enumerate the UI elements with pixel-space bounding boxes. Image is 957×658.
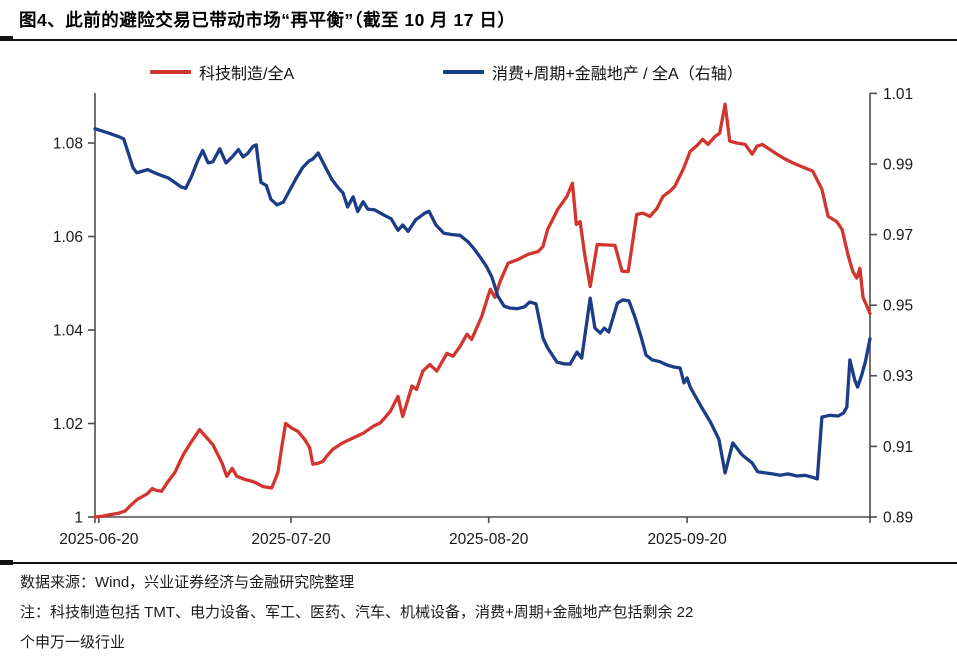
svg-text:2025-06-20: 2025-06-20	[59, 531, 139, 548]
svg-text:1.06: 1.06	[53, 229, 83, 246]
footer: 数据来源：Wind，兴业证券经济与金融研究院整理 注：科技制造包括 TMT、电力…	[20, 568, 693, 658]
dual-axis-line-chart: 1 1.02 1.04 1.06 1.08 0.89 0.91 0.93 0.95 0.97 0.9…	[53, 86, 913, 548]
svg-text:1.02: 1.02	[53, 416, 83, 433]
title-rule	[0, 39, 957, 41]
legend-label-tech: 科技制造/全A	[199, 66, 295, 83]
svg-text:2025-08-20: 2025-08-20	[449, 531, 529, 548]
svg-text:1.01: 1.01	[883, 86, 913, 103]
svg-text:0.99: 0.99	[883, 156, 913, 173]
note-text-line2: 个申万一级行业	[20, 634, 126, 651]
svg-text:0.97: 0.97	[883, 227, 913, 244]
svg-text:1: 1	[74, 509, 83, 526]
svg-text:0.95: 0.95	[883, 298, 913, 315]
svg-text:2025-07-20: 2025-07-20	[251, 531, 331, 548]
title-rule-accent	[0, 36, 13, 41]
data-source-text: 数据来源：Wind，兴业证券经济与金融研究院整理	[20, 574, 355, 591]
svg-text:0.89: 0.89	[883, 509, 913, 526]
blue-line-swatch-icon	[443, 70, 484, 74]
legend-item-consumer: 消费+周期+金融地产 / 全A（右轴）	[443, 62, 743, 83]
note-text-line1: 注：科技制造包括 TMT、电力设备、军工、医药、汽车、机械设备，消费+周期+金融…	[20, 604, 694, 621]
svg-text:1.08: 1.08	[53, 135, 83, 152]
svg-text:1.04: 1.04	[53, 322, 84, 339]
svg-text:2025-09-20: 2025-09-20	[647, 531, 727, 548]
legend-item-tech: 科技制造/全A	[150, 62, 295, 83]
svg-text:0.93: 0.93	[883, 368, 913, 385]
footer-rule	[0, 562, 957, 564]
legend-label-consumer: 消费+周期+金融地产 / 全A（右轴）	[492, 66, 743, 83]
figure-title: 图4、此前的避险交易已带动市场“再平衡”（截至 10 月 17 日）	[19, 10, 516, 30]
svg-text:0.91: 0.91	[883, 439, 913, 456]
red-line-swatch-icon	[150, 70, 191, 74]
